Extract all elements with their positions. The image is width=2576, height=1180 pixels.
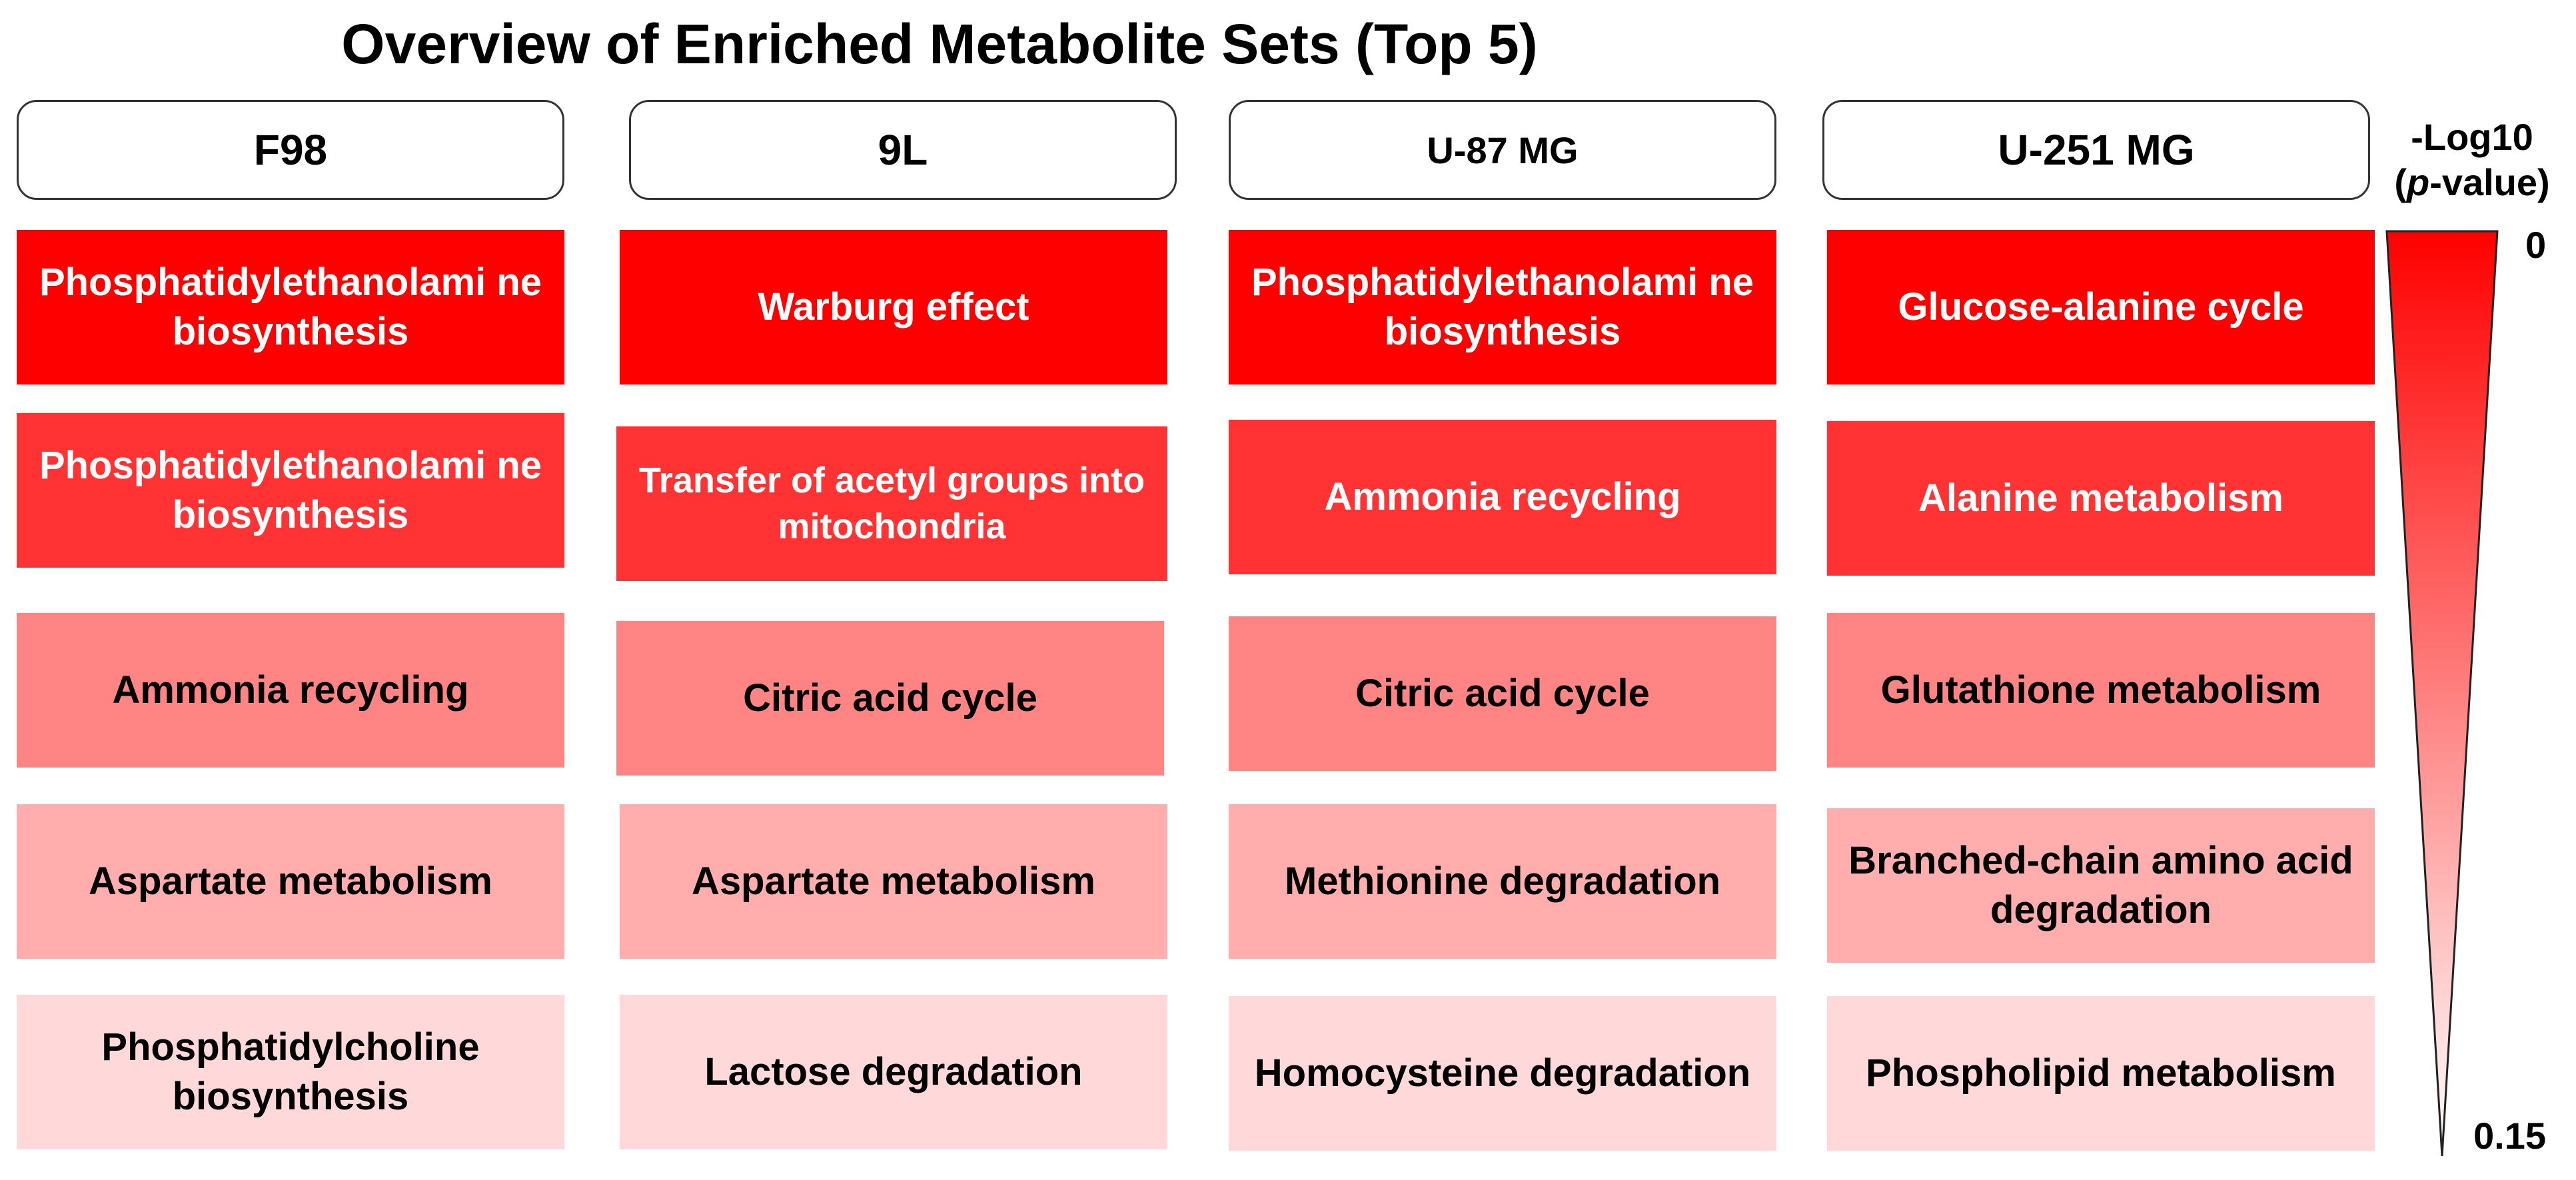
metabolite-set-f98-1: Phosphatidylethanolami ne biosynthesis [17, 230, 564, 384]
metabolite-set-label: Aspartate metabolism [89, 859, 492, 903]
metabolite-set-9l-1: Warburg effect [620, 230, 1167, 384]
column-header-9l: 9L [629, 100, 1177, 200]
metabolite-set-u87mg-3: Citric acid cycle [1229, 616, 1776, 771]
legend-top-label: 0 [2525, 224, 2547, 266]
gradient-triangle-shape [2385, 230, 2499, 1157]
metabolite-set-u87mg-5: Homocysteine degradation [1229, 996, 1776, 1151]
metabolite-set-label: Phosphatidylcholine biosynthesis [101, 1025, 480, 1118]
figure-title: Overview of Enriched Metabolite Sets (To… [341, 13, 1538, 75]
metabolite-set-f98-4: Aspartate metabolism [17, 804, 564, 959]
metabolite-set-u251mg-3: Glutathione metabolism [1827, 613, 2375, 768]
legend-bottom-label: 0.15 [2473, 1115, 2546, 1157]
metabolite-set-9l-4: Aspartate metabolism [620, 804, 1167, 959]
metabolite-set-label: Alanine metabolism [1918, 476, 2283, 520]
metabolite-set-u251mg-2: Alanine metabolism [1827, 421, 2375, 576]
metabolite-set-label: Phosphatidylethanolami ne biosynthesis [39, 260, 542, 353]
metabolite-set-label: Ammonia recycling [112, 668, 469, 712]
metabolite-set-label: Citric acid cycle [743, 676, 1037, 720]
metabolite-set-label: Homocysteine degradation [1254, 1051, 1751, 1095]
metabolite-set-9l-5: Lactose degradation [620, 995, 1167, 1149]
metabolite-set-label: Phosphatidylethanolami ne biosynthesis [39, 443, 542, 536]
metabolite-set-u87mg-2: Ammonia recycling [1229, 420, 1776, 574]
metabolite-set-f98-2: Phosphatidylethanolami ne biosynthesis [17, 413, 564, 568]
metabolite-set-9l-2: Transfer of acetyl groups into mitochond… [616, 426, 1167, 581]
metabolite-set-f98-3: Ammonia recycling [17, 613, 564, 768]
metabolite-set-label: Ammonia recycling [1324, 474, 1681, 518]
column-header-u87mg: U-87 MG [1229, 100, 1776, 200]
metabolite-set-u251mg-4: Branched-chain amino acid degradation [1827, 808, 2375, 963]
pvalue-gradient-triangle [2385, 230, 2499, 1157]
metabolite-set-label: Warburg effect [758, 285, 1029, 328]
metabolite-set-9l-3: Citric acid cycle [616, 621, 1164, 776]
metabolite-set-f98-5: Phosphatidylcholine biosynthesis [17, 995, 564, 1149]
metabolite-set-u87mg-1: Phosphatidylethanolami ne biosynthesis [1229, 230, 1776, 384]
metabolite-set-label: Transfer of acetyl groups into mitochond… [638, 460, 1145, 546]
metabolite-set-label: Phosphatidylethanolami ne biosynthesis [1251, 260, 1754, 353]
legend-title-line1: -Log10 [2411, 116, 2533, 158]
legend-title-line2: (p-value) [2394, 161, 2550, 204]
metabolite-set-label: Phospholipid metabolism [1866, 1051, 2336, 1095]
metabolite-set-label: Branched-chain amino acid degradation [1848, 838, 2353, 931]
metabolite-set-label: Citric acid cycle [1355, 671, 1650, 715]
legend-title: -Log10 (p-value) [2372, 115, 2572, 206]
metabolite-set-label: Lactose degradation [704, 1049, 1083, 1093]
column-header-f98: F98 [17, 100, 564, 200]
column-header-u251mg: U-251 MG [1822, 100, 2370, 200]
metabolite-set-label: Aspartate metabolism [692, 859, 1095, 903]
metabolite-set-u87mg-4: Methionine degradation [1229, 804, 1776, 959]
metabolite-set-u251mg-1: Glucose-alanine cycle [1827, 230, 2375, 384]
metabolite-set-u251mg-5: Phospholipid metabolism [1827, 996, 2375, 1151]
metabolite-set-label: Glucose-alanine cycle [1898, 285, 2304, 328]
metabolite-set-label: Glutathione metabolism [1880, 668, 2321, 712]
metabolite-set-label: Methionine degradation [1284, 859, 1721, 903]
